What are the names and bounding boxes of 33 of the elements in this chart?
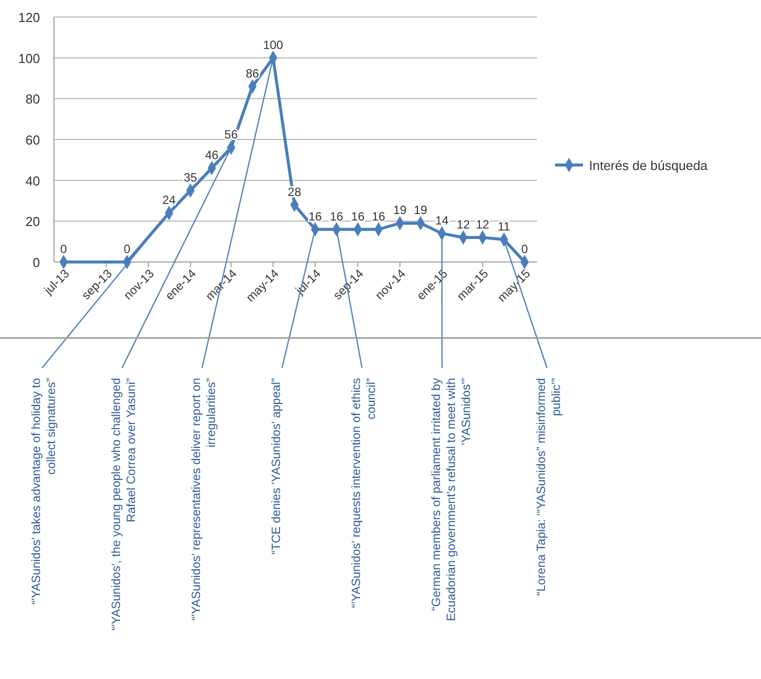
data-label: 12 <box>476 218 490 232</box>
data-label: 19 <box>414 203 428 218</box>
annotation: “German members of parliament irritated by Ecuadorian government's refusal to meet with 'YASunidos'” <box>429 378 473 622</box>
data-label: 35 <box>184 170 198 185</box>
data-label: 16 <box>330 209 344 224</box>
annotation: “'YASunidos' takes advantage of holiday to collect signatures” <box>29 378 58 605</box>
data-label: 11 <box>498 220 510 234</box>
data-label: 16 <box>351 209 365 224</box>
y-tick-label: 80 <box>26 92 40 107</box>
y-tick-label: 60 <box>26 132 40 148</box>
data-label: 100 <box>263 38 284 52</box>
annotation: “Lorena Tapia: ‘“YASunidos” misinformed public’” <box>534 378 563 596</box>
data-label: 86 <box>246 66 260 80</box>
y-tick-label: 100 <box>18 50 40 66</box>
annotation: “'YASunidos' requests intervention of ethics council” <box>349 378 378 608</box>
data-label: 16 <box>372 209 386 224</box>
data-label: 46 <box>205 148 219 162</box>
y-tick-label: 20 <box>26 214 40 230</box>
data-label: 24 <box>162 193 176 207</box>
annotation: “TCE denies 'YASunidos' appeal” <box>269 378 283 554</box>
data-label: 12 <box>456 218 470 232</box>
annotation: “'YASunidos', the young people who challenged Rafael Correa over Yasuni” <box>109 378 138 631</box>
data-label: 0 <box>124 242 131 256</box>
annotation: “'YASunidos' representatives deliver report on irregularities” <box>189 378 218 620</box>
data-label: 16 <box>308 209 322 224</box>
y-tick-label: 120 <box>18 10 40 25</box>
data-label: 0 <box>60 242 68 256</box>
data-label: 19 <box>393 203 407 218</box>
data-label: 14 <box>435 213 449 228</box>
legend-label: Interés de búsqueda <box>589 158 708 173</box>
y-tick-label: 0 <box>32 255 40 270</box>
y-tick-label: 40 <box>26 173 40 188</box>
data-label: 0 <box>521 242 528 256</box>
